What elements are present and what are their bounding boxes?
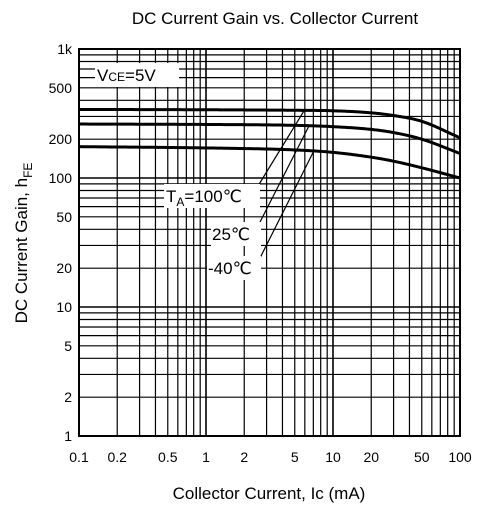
y-axis-label: DC Current Gain, hFE: [12, 163, 35, 324]
x-tick-label: 1: [202, 449, 210, 465]
y-tick-label: 20: [56, 260, 72, 276]
condition-label: VCE=5V: [97, 66, 156, 85]
annotation-100-bg: [164, 184, 260, 208]
annotation-leader-1: [257, 125, 310, 227]
series-layer: [78, 107, 461, 180]
y-tick-label: 2: [64, 389, 72, 405]
annotation-25: 25℃: [212, 225, 250, 244]
annotation-25-bg: [211, 222, 261, 246]
series-line-2: [78, 145, 461, 180]
y-tick-label: 500: [49, 80, 73, 96]
x-tick-label: 0.2: [107, 449, 127, 465]
y-tick-label: 5: [64, 338, 72, 354]
annotation-leader-2: [259, 150, 315, 259]
x-tick-label: 0.1: [69, 449, 89, 465]
x-tick-label: 20: [363, 449, 379, 465]
x-tick-label: 10: [325, 449, 341, 465]
y-tick-label: 1k: [57, 41, 73, 57]
chart-title: DC Current Gain vs. Collector Current: [132, 9, 419, 28]
y-tick-label: 200: [49, 131, 73, 147]
annotation-m40-bg: [207, 256, 261, 280]
x-tick-label: 5: [291, 449, 299, 465]
y-tick-labels: 1 2 5 10 20 50 100 200 500 1k: [49, 41, 73, 444]
x-tick-label: 100: [448, 449, 472, 465]
x-tick-label: 2: [240, 449, 248, 465]
grid: [79, 49, 460, 436]
annotation-leaders: [257, 110, 315, 259]
y-tick-label: 10: [56, 299, 72, 315]
x-tick-label: 0.5: [158, 449, 178, 465]
x-tick-label: 50: [414, 449, 430, 465]
series-line-1: [78, 122, 461, 155]
y-tick-label: 50: [56, 209, 72, 225]
plot-frame: [78, 48, 461, 437]
y-tick-label: 1: [64, 428, 72, 444]
condition-box: [95, 63, 179, 87]
x-axis-label: Collector Current, Ic (mA): [173, 484, 366, 503]
series-line-0: [78, 107, 461, 140]
annotation-leader-0: [257, 110, 305, 187]
y-tick-label: 100: [49, 170, 73, 186]
annotation-100: TA=100℃: [166, 187, 242, 209]
annotation-m40: -40℃: [208, 259, 252, 278]
x-tick-labels: 0.1 0.2 0.5 1 2 5 10 20 50 100: [69, 449, 472, 465]
